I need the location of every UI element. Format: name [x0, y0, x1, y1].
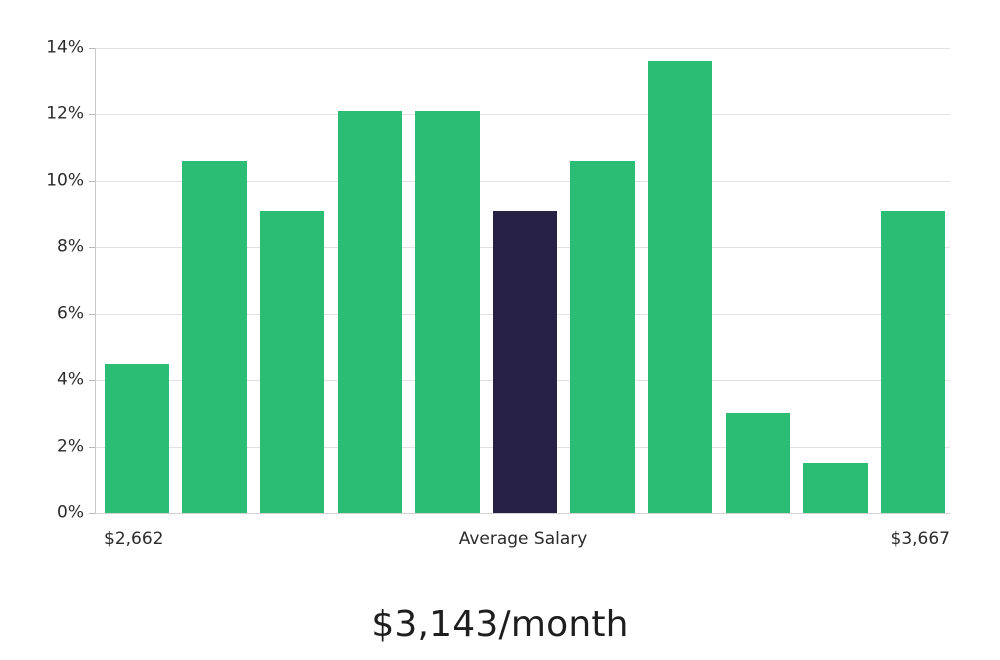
x-axis-title: Average Salary — [458, 529, 588, 549]
gridline-0 — [96, 513, 950, 514]
y-tick-mark-8 — [89, 247, 95, 249]
bar-2[interactable] — [182, 160, 247, 513]
chart-caption: $3,143/month — [371, 604, 629, 645]
y-tick-mark-10 — [89, 180, 95, 182]
y-tick-mark-2 — [89, 446, 95, 448]
y-tick-mark-12 — [89, 114, 95, 116]
x-axis-labels: $2,662 Average Salary $3,667 — [96, 528, 950, 556]
bar-8[interactable] — [648, 61, 713, 513]
gridline-12 — [96, 114, 950, 116]
y-tick-label-2: 2% — [57, 436, 84, 457]
bar-7[interactable] — [570, 160, 635, 513]
gridline-10 — [96, 180, 950, 182]
plot-area — [96, 48, 950, 514]
bar-6[interactable] — [492, 210, 558, 513]
bar-10[interactable] — [803, 463, 868, 513]
bar-3[interactable] — [259, 210, 325, 513]
y-tick-mark-0 — [89, 513, 95, 514]
x-axis-label-min: $2,662 — [104, 529, 164, 549]
y-tick-mark-14 — [89, 48, 95, 49]
y-tick-mark-6 — [89, 313, 95, 315]
y-tick-mark-4 — [89, 380, 95, 382]
y-tick-label-0: 0% — [57, 502, 84, 523]
bar-5[interactable] — [415, 111, 480, 513]
y-axis-spine — [95, 48, 96, 514]
y-tick-label-4: 4% — [57, 369, 84, 390]
y-tick-label-12: 12% — [46, 103, 84, 124]
gridline-14 — [96, 48, 950, 49]
bar-4[interactable] — [337, 111, 402, 513]
y-tick-label-6: 6% — [57, 303, 84, 324]
x-axis-label-max: $3,667 — [890, 529, 950, 549]
bar-11[interactable] — [880, 210, 946, 513]
y-tick-label-14: 14% — [46, 37, 84, 58]
y-axis-tick-labels: 14% 12% 10% 8% 6% 4% 2% 0% — [0, 0, 84, 660]
bar-9[interactable] — [725, 413, 791, 513]
y-tick-label-8: 8% — [57, 236, 84, 257]
y-tick-label-10: 10% — [46, 170, 84, 191]
bar-1[interactable] — [104, 363, 170, 513]
